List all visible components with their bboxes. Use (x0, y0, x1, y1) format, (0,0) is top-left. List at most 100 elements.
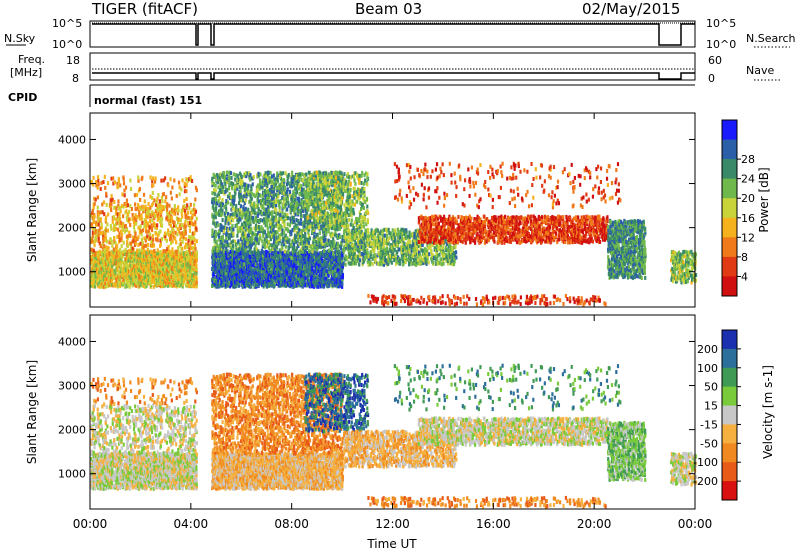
power-cell (273, 259, 276, 264)
power-cell (128, 248, 131, 253)
power-cell (286, 222, 289, 227)
power-cell (154, 283, 157, 288)
power-cell (149, 175, 152, 180)
power-cell (93, 196, 96, 201)
power-cell (158, 199, 161, 204)
power-cell (95, 267, 99, 272)
power-cell (295, 274, 298, 279)
power-cell (213, 278, 216, 283)
power-cell (272, 193, 275, 198)
power-cell (119, 209, 122, 214)
power-cell (116, 217, 119, 222)
power-cell (174, 236, 177, 241)
power-cell (120, 280, 123, 285)
power-cell (127, 212, 130, 217)
power-cell (158, 270, 161, 275)
power-cell (264, 261, 267, 266)
power-cell (191, 208, 194, 213)
power-cell (159, 219, 162, 224)
power-cell (239, 255, 242, 260)
power-cell (93, 228, 96, 233)
power-cell (140, 276, 143, 281)
power-cell (184, 256, 187, 261)
power-cell (227, 278, 230, 283)
power-cell (194, 197, 197, 202)
power-cell (279, 213, 282, 218)
power-cell (128, 230, 131, 235)
power-cell (276, 253, 279, 258)
power-cell (127, 258, 130, 263)
power-cell (229, 171, 233, 176)
power-cell (254, 250, 257, 255)
power-cell (110, 282, 114, 287)
power-cell (116, 256, 119, 261)
power-cell (250, 269, 253, 274)
power-cell (260, 256, 263, 261)
power-cell (228, 268, 231, 273)
power-cell (220, 270, 223, 275)
power-cell (116, 243, 119, 248)
power-cell (99, 186, 102, 191)
power-cell (297, 268, 300, 273)
power-cell (170, 256, 174, 261)
power-cell (262, 280, 266, 285)
power-cell (257, 268, 260, 273)
power-cell (118, 231, 121, 236)
power-cell (151, 279, 154, 284)
power-cell (267, 283, 271, 288)
power-cell (139, 197, 142, 202)
power-cell (256, 203, 259, 208)
power-cell (152, 243, 156, 248)
power-cell (222, 280, 225, 285)
power-cell (180, 187, 183, 192)
power-cell (193, 269, 196, 274)
power-cell (293, 283, 296, 288)
power-cell (218, 282, 221, 287)
power-cell (151, 274, 154, 279)
power-cell (250, 284, 253, 289)
power-cell (146, 221, 150, 226)
power-cell (182, 229, 186, 234)
power-cell (272, 228, 275, 233)
power-cell (294, 212, 297, 217)
power-cell (270, 266, 274, 271)
power-cell (177, 249, 180, 254)
power-cell (233, 250, 237, 255)
power-cell (182, 234, 185, 239)
power-cell (132, 238, 135, 243)
power-cell (166, 205, 169, 210)
power-cell (230, 253, 233, 258)
power-cell (105, 276, 108, 281)
power-cell (112, 247, 115, 252)
power-cell (132, 235, 135, 240)
power-cell (175, 251, 178, 256)
power-cell (151, 179, 154, 184)
power-cell (119, 205, 122, 210)
power-cell (278, 267, 282, 272)
noise-sky-label: N.Sky (4, 32, 36, 45)
power-cell (163, 231, 167, 236)
power-cell (118, 211, 121, 216)
power-cell (296, 237, 300, 242)
power-cell (190, 280, 193, 285)
power-cell (290, 261, 293, 266)
power-cell (291, 250, 295, 255)
power-cell (114, 226, 118, 231)
power-cell (266, 261, 269, 266)
power-cell (265, 276, 268, 281)
power-cell (172, 255, 176, 260)
power-cell (145, 229, 148, 234)
power-cell (247, 284, 251, 289)
power-cell (291, 264, 294, 269)
power-cell (173, 208, 176, 213)
power-cell (113, 256, 116, 261)
power-cell (123, 265, 126, 270)
power-cell (285, 272, 288, 277)
power-cell (265, 256, 268, 261)
power-cell (125, 215, 129, 220)
power-cell (259, 264, 262, 269)
power-cell (193, 231, 196, 236)
power-cell (230, 266, 233, 271)
power-cell (221, 208, 224, 213)
power-cell (189, 269, 192, 274)
